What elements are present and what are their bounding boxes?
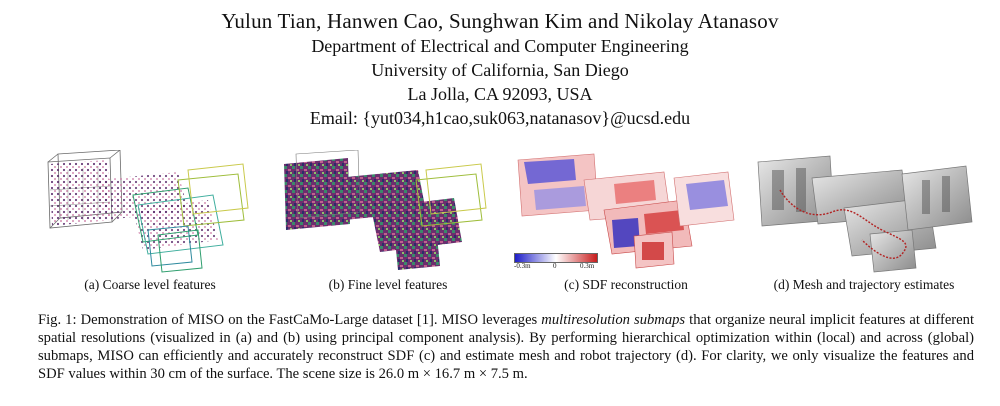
caption-text-end: that organize neural implicit features a…: [38, 312, 974, 382]
figure-caption: Fig. 1: Demonstration of MISO on the Fas…: [38, 311, 974, 383]
author-email: Email: {yut034,h1cao,suk063,natanasov}@u…: [309, 108, 691, 128]
mesh-trajectory-image: [757, 155, 973, 273]
colorbar-gradient: [514, 253, 598, 263]
colorbar-mid-label: 0: [553, 262, 557, 270]
sub-caption-b: (b) Fine level features: [328, 277, 448, 292]
panel-sdf-reconstruction: -0.3m 0 0.3m (c) SDF reconstruction: [514, 150, 738, 300]
caption-emphasis: multiresolution submaps: [541, 312, 686, 328]
affiliation-department: Department of Electrical and Computer En…: [311, 36, 689, 56]
sdf-colorbar: -0.3m 0 0.3m: [514, 253, 604, 273]
figure-1: (a) Coarse level features: [38, 150, 978, 300]
sub-caption-d: (d) Mesh and trajectory estimates: [773, 277, 955, 292]
colorbar-max-label: 0.3m: [580, 262, 595, 270]
paper-header: Yulun Tian, Hanwen Cao, Sunghwan Kim and…: [0, 8, 1000, 130]
caption-text-start: Fig. 1: Demonstration of MISO on the Fas…: [38, 312, 542, 328]
colorbar-min-label: -0.3m: [514, 262, 531, 270]
sub-caption-a: (a) Coarse level features: [84, 277, 216, 292]
coarse-features-image: [47, 150, 249, 273]
panel-coarse-features: (a) Coarse level features: [38, 150, 262, 300]
panel-fine-features: (b) Fine level features: [276, 150, 500, 300]
fine-features-image: [284, 150, 487, 270]
affiliation-address: La Jolla, CA 92093, USA: [407, 84, 593, 104]
panel-mesh-trajectory: (d) Mesh and trajectory estimates: [752, 150, 976, 300]
author-list: Yulun Tian, Hanwen Cao, Sunghwan Kim and…: [221, 9, 779, 33]
sdf-image: [517, 153, 735, 269]
sub-caption-c: (c) SDF reconstruction: [564, 277, 688, 292]
affiliation-university: University of California, San Diego: [371, 60, 629, 80]
